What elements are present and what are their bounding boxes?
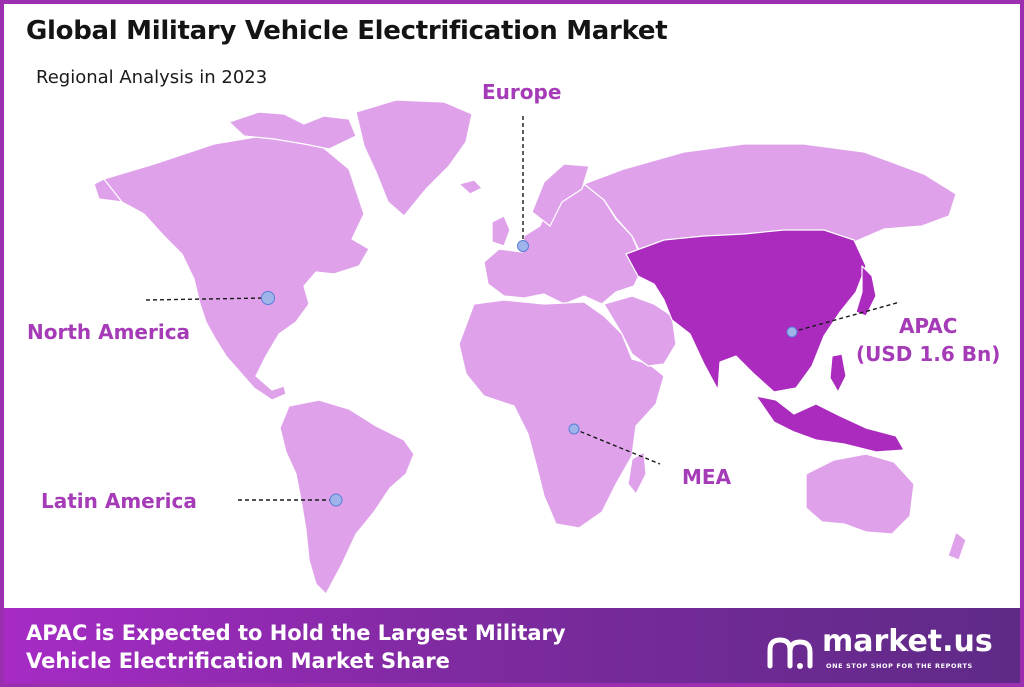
north-america-leader-line bbox=[145, 297, 267, 301]
europe-marker bbox=[517, 240, 529, 252]
scandinavia-landmass bbox=[531, 163, 590, 227]
iceland-landmass bbox=[458, 179, 483, 195]
brand-name: market.us bbox=[822, 624, 993, 659]
north-america-landmass bbox=[103, 133, 370, 401]
uk-landmass bbox=[491, 215, 511, 247]
apac-leader-line bbox=[791, 301, 901, 333]
north-america-marker bbox=[261, 291, 275, 305]
north-america-label: North America bbox=[27, 320, 191, 344]
latin-america-marker bbox=[329, 493, 343, 507]
mea-marker bbox=[568, 423, 580, 435]
market-us-logo-icon bbox=[767, 637, 813, 669]
mea-leader-line bbox=[573, 428, 661, 465]
africa-landmass bbox=[458, 299, 665, 529]
latin-america-label: Latin America bbox=[41, 489, 197, 513]
new-zealand-landmass bbox=[947, 531, 967, 561]
brand-logo: market.us ONE STOP SHOP FOR THE REPORTS bbox=[764, 624, 1004, 678]
europe-label: Europe bbox=[482, 80, 562, 104]
footer-line-1: APAC is Expected to Hold the Largest Mil… bbox=[26, 621, 566, 645]
apac-value: (USD 1.6 Bn) bbox=[856, 342, 1001, 366]
apac-japan bbox=[855, 265, 877, 317]
greenland-landmass bbox=[355, 99, 473, 217]
footer-banner: APAC is Expected to Hold the Largest Mil… bbox=[4, 608, 1020, 683]
apac-mainland bbox=[625, 229, 867, 393]
page-title: Global Military Vehicle Electrification … bbox=[26, 16, 668, 46]
apac-label: APAC bbox=[898, 314, 958, 338]
footer-line-2: Vehicle Electrification Market Share bbox=[26, 648, 450, 673]
south-america-landmass bbox=[279, 399, 415, 595]
north-asia-landmass bbox=[583, 143, 957, 261]
mea-label: MEA bbox=[682, 465, 732, 489]
australia-landmass bbox=[805, 453, 915, 535]
madagascar-landmass bbox=[627, 451, 647, 495]
brand-tagline: ONE STOP SHOP FOR THE REPORTS bbox=[826, 662, 973, 670]
middle-east-landmass bbox=[603, 295, 677, 367]
arctic-islands bbox=[228, 111, 357, 150]
footer-message: APAC is Expected to Hold the Largest Mil… bbox=[26, 620, 566, 675]
apac-southeast-asia bbox=[755, 395, 905, 453]
apac-callout: APAC (USD 1.6 Bn) bbox=[856, 312, 1000, 368]
apac-philippines bbox=[829, 353, 847, 393]
world-map bbox=[93, 99, 967, 595]
apac-marker bbox=[786, 326, 798, 338]
alaska-landmass bbox=[93, 178, 123, 203]
page-subtitle: Regional Analysis in 2023 bbox=[36, 67, 268, 88]
